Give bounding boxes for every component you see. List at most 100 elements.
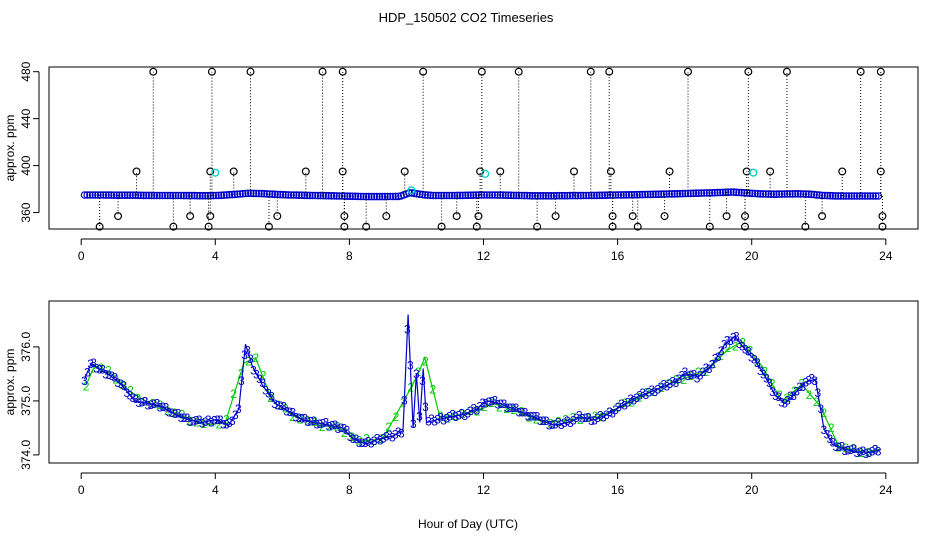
baseline-point: [598, 191, 607, 200]
baseline-point: [740, 189, 749, 197]
marker-label-3: 3: [262, 384, 269, 398]
spike-point: [273, 212, 282, 221]
baseline-point: [542, 192, 550, 200]
marker-label-3: 3: [848, 443, 855, 457]
marker-label-3: 3: [700, 365, 707, 379]
marker-label-3: 3: [87, 357, 94, 371]
baseline-point: [257, 189, 266, 198]
marker-label-3: 3: [105, 368, 112, 382]
marker-label-3: 3: [377, 434, 384, 448]
spike-point: [876, 67, 885, 76]
marker-label-2: 2: [223, 412, 230, 426]
baseline-point: [828, 192, 837, 200]
marker-label-2: 2: [289, 410, 296, 424]
plot-frame: [48, 300, 919, 464]
marker-label-3: 3: [851, 442, 858, 456]
marker-label-3: 3: [618, 397, 625, 411]
marker-label-3: 3: [96, 362, 103, 376]
marker-label-3: 3: [712, 352, 719, 366]
marker-label-3: 3: [184, 411, 191, 425]
marker-label-2: 2: [518, 405, 525, 419]
baseline-point: [413, 190, 421, 198]
spike-point: [169, 222, 178, 231]
baseline-point: [370, 192, 379, 201]
marker-label-3: 3: [866, 446, 873, 460]
marker-label-3: 3: [486, 395, 493, 409]
baseline-point: [855, 192, 864, 200]
marker-label-3: 3: [332, 418, 339, 432]
spike-point: [818, 212, 827, 221]
baseline-point: [812, 191, 821, 199]
marker-label-3: 3: [154, 396, 161, 410]
marker-label-3: 3: [126, 389, 133, 403]
marker-label-2: 2: [592, 409, 599, 423]
spike-point: [684, 67, 693, 76]
marker-label-3: 3: [416, 409, 423, 423]
marker-label-3: 3: [863, 447, 870, 461]
marker-label-3: 3: [148, 398, 155, 412]
baseline-point: [839, 192, 848, 200]
marker-label-3: 3: [829, 435, 836, 449]
baseline-point: [874, 192, 883, 200]
marker-label-3: 3: [654, 382, 661, 396]
marker-label-3: 3: [139, 395, 146, 409]
baseline-point: [815, 191, 824, 199]
y-tick-label: 374.0: [19, 440, 33, 470]
baseline-point: [260, 189, 269, 198]
marker-label-2: 2: [496, 401, 503, 415]
x-tick-label: 20: [745, 249, 759, 263]
spike-point: [741, 212, 750, 221]
marker-label-3: 3: [271, 397, 278, 411]
marker-label-3: 3: [751, 353, 758, 367]
marker-label-3: 3: [229, 414, 236, 428]
baseline-point: [499, 191, 507, 199]
marker-label-2: 2: [253, 351, 260, 365]
baseline-point: [163, 191, 172, 200]
baseline-point: [292, 191, 301, 199]
baseline-point: [796, 190, 805, 198]
baseline-point: [579, 191, 588, 200]
marker-label-3: 3: [374, 431, 381, 445]
marker-label-3: 3: [642, 388, 649, 402]
baseline-point: [622, 191, 631, 199]
x-tick-label: 0: [78, 249, 85, 263]
baseline-point: [212, 191, 220, 200]
baseline-point: [217, 191, 226, 200]
x-tick-label: 24: [879, 249, 893, 263]
baseline-point: [464, 191, 472, 200]
marker-label-3: 3: [437, 411, 444, 425]
marker-label-2: 2: [179, 408, 186, 422]
marker-label-2: 2: [784, 391, 791, 405]
marker-label-3: 3: [371, 434, 378, 448]
baseline-point: [142, 191, 151, 200]
baseline-point: [289, 191, 298, 199]
baseline-point: [533, 192, 542, 200]
marker-label-2: 2: [90, 362, 97, 376]
marker-label-2: 2: [142, 395, 149, 409]
baseline-point: [271, 190, 279, 199]
baseline-point: [423, 191, 432, 199]
marker-label-3: 3: [298, 412, 305, 426]
marker-label-2: 2: [651, 385, 658, 399]
baseline-point: [308, 191, 317, 200]
baseline-point: [348, 192, 357, 201]
marker-label-3: 3: [513, 401, 520, 415]
marker-label-3: 3: [256, 372, 263, 386]
baseline-point: [123, 191, 132, 200]
x-tick-label: 4: [212, 249, 219, 263]
baseline-point: [635, 190, 644, 199]
y-tick-label: 480: [19, 61, 33, 81]
marker-label-3: 3: [603, 408, 610, 422]
baseline-point: [668, 190, 676, 198]
marker-label-3: 3: [673, 376, 680, 390]
marker-label-3: 3: [715, 350, 722, 364]
marker-label-3: 3: [492, 394, 499, 408]
y-axis-label: approx. ppm: [3, 349, 17, 416]
baseline-point: [571, 191, 580, 200]
baseline-point: [504, 191, 513, 200]
baseline-point: [190, 191, 199, 200]
marker-label-3: 3: [280, 400, 287, 414]
baseline-point: [265, 190, 274, 198]
marker-label-2: 2: [702, 365, 709, 379]
marker-label-3: 3: [320, 416, 327, 430]
